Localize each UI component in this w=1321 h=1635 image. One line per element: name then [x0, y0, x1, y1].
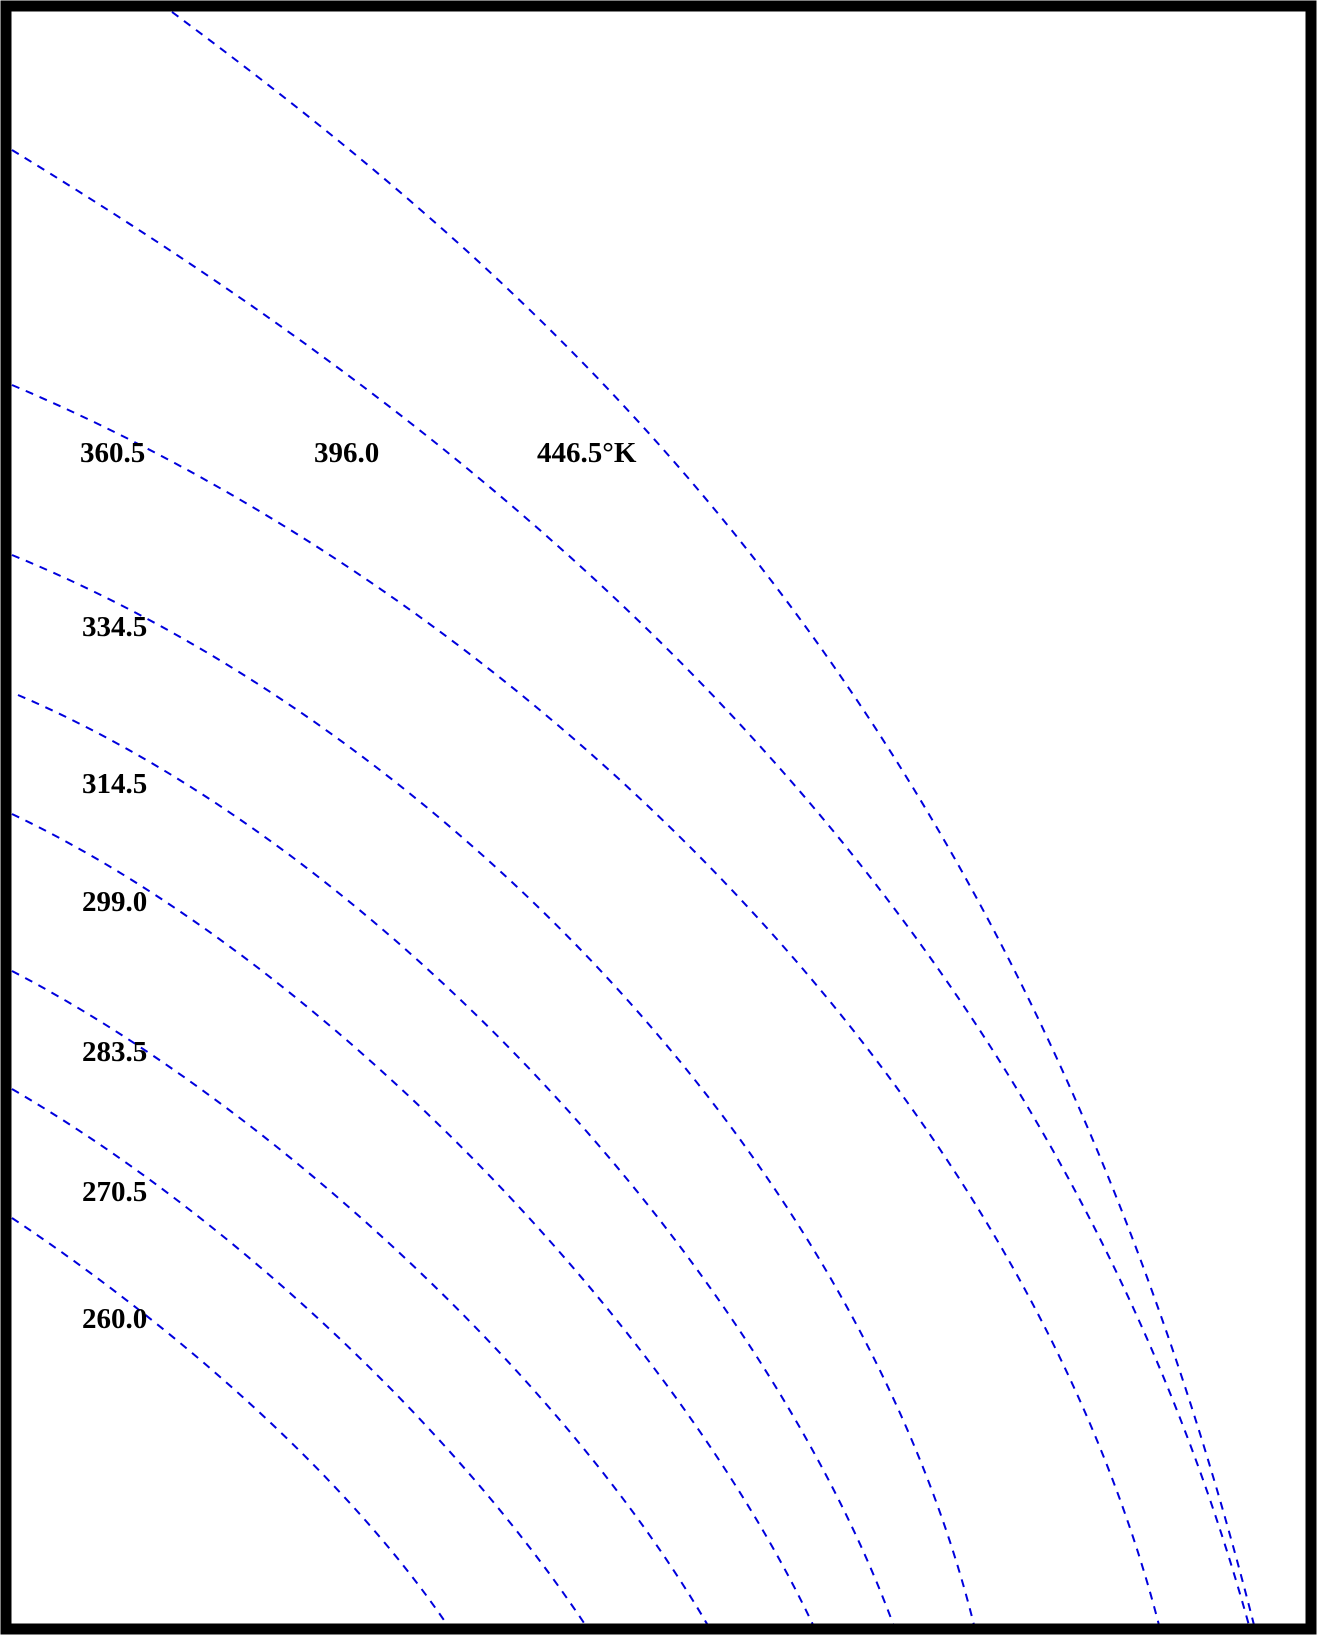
isoline-5: [11, 554, 976, 1630]
isoline-label-1: 270.5: [82, 1176, 147, 1208]
isoline-label-8: 446.5°K: [537, 437, 637, 469]
isoline-1: [11, 1088, 589, 1630]
isoline-label-6: 360.5: [80, 437, 145, 469]
isoline-8: [171, 11, 1256, 1630]
isoline-label-7: 396.0: [314, 437, 379, 469]
isoline-label-0: 260.0: [82, 1303, 147, 1335]
isoline-7: [11, 149, 1251, 1630]
isoline-4: [17, 694, 896, 1630]
isoline-label-2: 283.5: [82, 1036, 147, 1068]
isoline-6: [11, 384, 1161, 1630]
isoline-label-3: 299.0: [82, 886, 147, 918]
isoline-0: [11, 1217, 451, 1630]
isoline-label-4: 314.5: [82, 768, 147, 800]
isoline-label-5: 334.5: [82, 611, 147, 643]
isolines-group: [11, 11, 1256, 1630]
labels-group: 260.0 270.5 283.5 299.0 314.5 334.5 360.5 396.0…: [80, 437, 637, 1335]
